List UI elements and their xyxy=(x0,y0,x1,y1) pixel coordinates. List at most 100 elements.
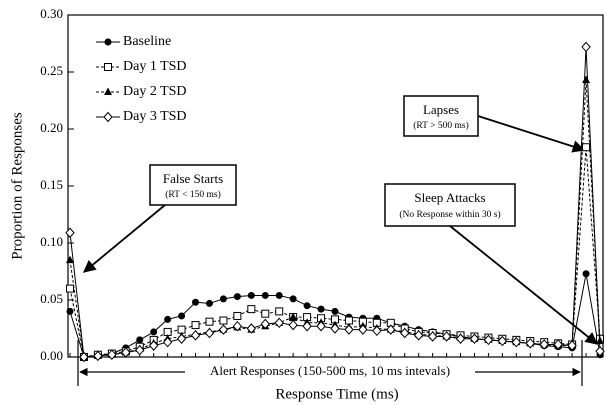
point xyxy=(247,291,255,299)
point xyxy=(104,38,112,46)
y-tick-label: 0.25 xyxy=(40,63,63,78)
point xyxy=(65,227,75,238)
point xyxy=(595,346,605,357)
annotation-arrow xyxy=(449,225,598,345)
point xyxy=(66,307,74,315)
point xyxy=(400,327,410,339)
point xyxy=(455,333,466,345)
point xyxy=(261,291,269,299)
point xyxy=(483,334,494,346)
point xyxy=(525,338,535,349)
point xyxy=(289,295,297,303)
y-axis-label: Proportion of Responses xyxy=(9,112,25,260)
point xyxy=(427,331,438,342)
annotation-note: (No Response within 30 s) xyxy=(399,209,500,220)
range-bracket: Alert Responses (150-500 ms, 10 ms intev… xyxy=(77,340,583,386)
point xyxy=(66,284,74,293)
point xyxy=(164,315,172,323)
point xyxy=(150,328,158,336)
point xyxy=(330,323,340,334)
point xyxy=(582,143,591,152)
point xyxy=(469,333,480,345)
annotation: Lapses (RT > 500 ms) xyxy=(403,95,586,153)
annotation: False Starts (RT < 150 ms) xyxy=(83,164,237,273)
point xyxy=(219,295,227,303)
annotation-note: (RT > 500 ms) xyxy=(413,120,469,131)
point xyxy=(93,350,103,362)
x-axis-label: Response Time (ms) xyxy=(275,386,398,402)
point xyxy=(372,325,382,337)
annotation-box xyxy=(149,164,237,206)
range-label: Alert Responses (150-500 ms, 10 ms intev… xyxy=(210,363,450,378)
legend-label: Day 2 TSD xyxy=(123,84,187,99)
point xyxy=(441,331,452,342)
point xyxy=(135,344,145,356)
point xyxy=(162,336,173,348)
y-tick-label: 0.00 xyxy=(40,348,63,363)
point xyxy=(149,340,159,351)
point xyxy=(497,335,508,347)
point xyxy=(316,320,326,332)
point xyxy=(233,293,241,301)
y-tick-label: 0.20 xyxy=(40,120,63,135)
y-tick-label: 0.15 xyxy=(40,177,63,192)
point xyxy=(386,324,396,335)
point xyxy=(232,320,243,332)
point xyxy=(104,87,112,95)
point xyxy=(247,305,256,314)
point xyxy=(176,333,187,345)
point xyxy=(302,320,312,332)
point xyxy=(331,307,339,315)
annotation-arrow xyxy=(83,204,166,273)
point xyxy=(358,324,368,335)
point xyxy=(190,330,201,341)
point xyxy=(218,324,229,335)
point xyxy=(191,321,200,330)
point xyxy=(553,339,563,350)
point xyxy=(104,63,112,71)
point xyxy=(205,317,214,326)
point xyxy=(192,298,200,306)
point xyxy=(260,318,270,330)
y-tick-label: 0.10 xyxy=(40,234,63,249)
point xyxy=(261,309,270,318)
y-tick-label: 0.05 xyxy=(40,291,63,306)
point xyxy=(178,312,186,320)
annotation: Sleep Attacks (No Response within 30 s) xyxy=(384,183,598,345)
annotation-title: Sleep Attacks xyxy=(414,190,485,205)
point xyxy=(344,324,354,335)
point xyxy=(121,347,131,358)
point xyxy=(246,323,256,334)
annotation-arrow xyxy=(477,115,586,153)
annotation-title: Lapses xyxy=(423,102,459,117)
y-tick-label: 0.30 xyxy=(40,6,63,21)
point xyxy=(582,270,590,278)
point xyxy=(567,340,577,351)
point xyxy=(511,336,521,348)
point xyxy=(66,255,74,264)
point xyxy=(107,349,117,360)
series xyxy=(65,41,605,363)
annotation-box xyxy=(384,183,516,227)
point xyxy=(581,41,591,53)
point xyxy=(539,339,549,350)
point xyxy=(596,336,604,345)
legend: Baseline Day 1 TSD Day 2 TSD Day 3 TSD xyxy=(96,34,187,124)
point xyxy=(205,299,213,307)
legend-label: Day 3 TSD xyxy=(123,109,187,124)
annotation-note: (RT < 150 ms) xyxy=(165,189,221,200)
point xyxy=(414,330,424,341)
point xyxy=(303,302,311,310)
point xyxy=(233,311,242,320)
point xyxy=(275,291,283,299)
annotation-box xyxy=(403,95,479,137)
point xyxy=(317,305,325,313)
point xyxy=(219,316,228,325)
point xyxy=(136,336,144,344)
point xyxy=(204,327,215,339)
point xyxy=(582,75,591,83)
point xyxy=(289,312,298,321)
legend-label: Day 1 TSD xyxy=(123,59,187,74)
bracket-label-bg xyxy=(185,364,475,380)
